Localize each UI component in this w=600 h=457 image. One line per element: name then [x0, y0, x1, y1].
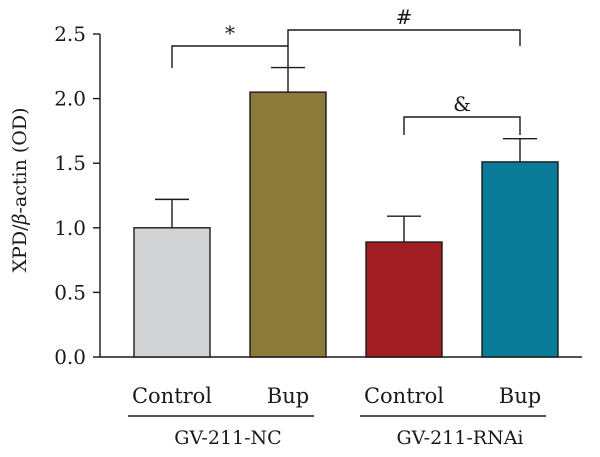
bar-4 [481, 161, 559, 358]
y-axis-label: XPD/β-actin (OD) [9, 108, 31, 273]
y-axis-label-suffix: -actin (OD) [9, 108, 31, 214]
y-tick-label: 1.0 [54, 216, 86, 240]
significance-symbol: # [396, 5, 413, 29]
x-tick-label: Control [132, 384, 212, 408]
x-tick-label: Control [364, 384, 444, 408]
error-bars [155, 66, 537, 243]
y-axis-label-beta: β [9, 214, 31, 226]
bars [133, 91, 559, 358]
group-label: GV-211-RNAi [397, 427, 524, 449]
y-tick-label: 2.5 [54, 22, 86, 46]
bar-3 [365, 241, 443, 358]
significance-bracket [403, 116, 521, 135]
category-labels: Control Bup Control Bup GV-211-NC GV-211-RNAi [128, 384, 546, 449]
y-tick-label: 0.0 [54, 345, 86, 369]
y-tick-label: 0.5 [54, 280, 86, 304]
significance-bracket [287, 29, 521, 46]
x-tick-label: Bup [267, 384, 309, 408]
significance-symbol: * [225, 21, 235, 45]
axes: 0.0 0.5 1.0 1.5 2.0 2.5 [54, 22, 582, 369]
y-tick-label: 2.0 [54, 87, 86, 111]
bar-1 [133, 227, 211, 358]
group-label: GV-211-NC [174, 427, 281, 449]
significance-symbol: & [453, 92, 471, 116]
significance-bracket [171, 45, 289, 68]
y-tick-label: 1.5 [54, 151, 86, 175]
bar-2 [249, 91, 327, 358]
y-axis-label-prefix: XPD/ [9, 224, 31, 273]
x-tick-label: Bup [499, 384, 541, 408]
significance-brackets: * # & [171, 5, 521, 135]
